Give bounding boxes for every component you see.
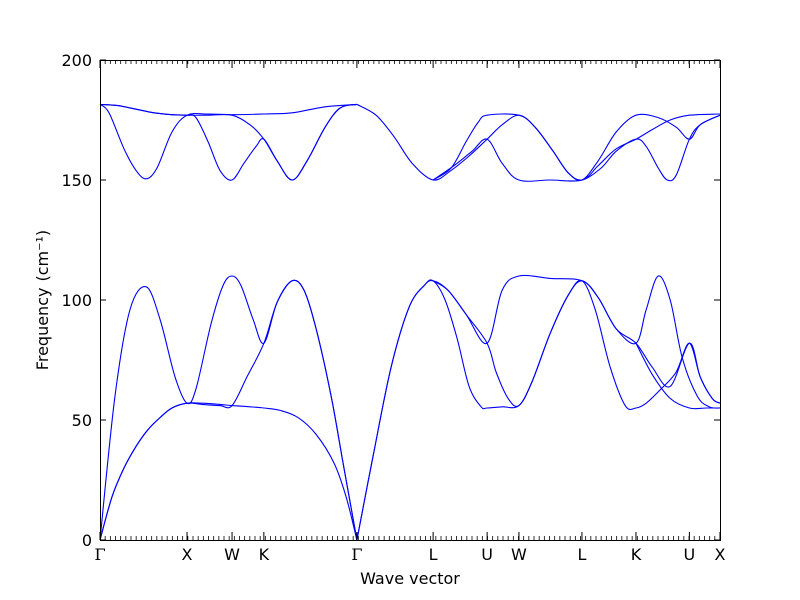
branch-line-12: [432, 113, 721, 182]
x-tick-label: Γ: [94, 545, 105, 564]
branch-line-7: [635, 342, 720, 410]
x-tick-label: Γ: [351, 545, 362, 564]
branch-line-3: [99, 275, 358, 541]
branch-line-13: [432, 113, 721, 182]
x-tick-label: X: [715, 545, 726, 564]
y-axis: 0 50 100 150 200: [61, 51, 720, 550]
x-tick-label: K: [259, 545, 270, 564]
x-tick-label: U: [481, 545, 493, 564]
branch-line-11: [356, 103, 721, 182]
x-tick-label: L: [429, 545, 438, 564]
x-tick-label: K: [631, 545, 642, 564]
y-tick-label: 0: [82, 531, 92, 550]
branch-line-4: [356, 280, 721, 541]
x-tick-label: U: [684, 545, 696, 564]
y-tick-label: 200: [61, 51, 92, 70]
branch-line-10: [99, 103, 357, 180]
x-tick-label: X: [182, 545, 193, 564]
y-tick-label: 150: [61, 171, 92, 190]
x-tick-label: L: [577, 545, 586, 564]
y-tick-label: 50: [72, 411, 92, 430]
y-axis-title: Frequency (cm⁻¹): [33, 230, 52, 370]
minor-ticks: [99, 60, 721, 540]
x-tick-label: W: [224, 545, 240, 564]
plot-frame: [100, 60, 721, 541]
branch-line-8: [99, 103, 358, 181]
y-tick-label: 100: [61, 291, 92, 310]
x-tick-label: W: [511, 545, 527, 564]
branch-line-5: [356, 279, 721, 541]
y-axis-title-unit: (cm⁻¹): [33, 230, 52, 282]
x-axis-title: Wave vector: [360, 569, 460, 588]
branch-line-9: [99, 103, 358, 181]
branch-line-1: [99, 402, 358, 541]
series-layer: [99, 103, 721, 541]
branch-line-2: [99, 279, 358, 541]
branch-line-6: [432, 274, 721, 409]
y-axis-title-label: Frequency: [33, 288, 52, 371]
